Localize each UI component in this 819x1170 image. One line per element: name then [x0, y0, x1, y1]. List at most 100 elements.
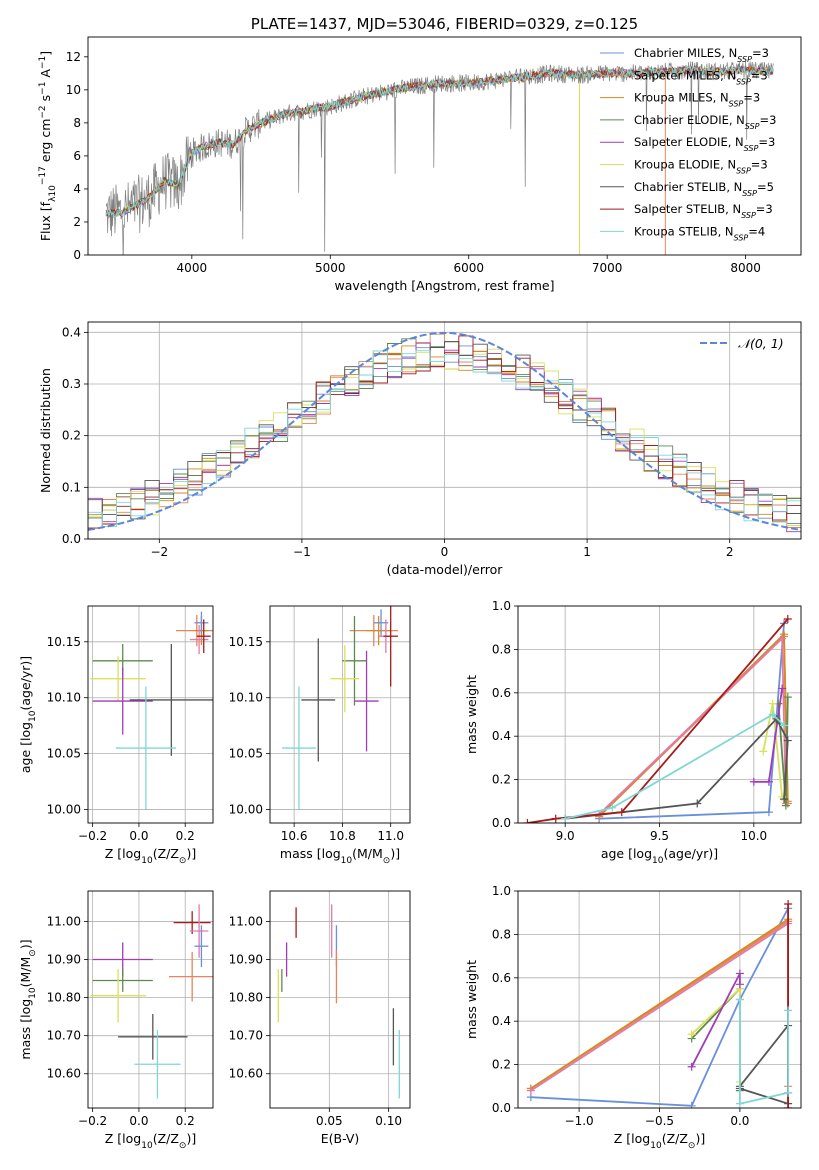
- error-bar-point: [342, 616, 367, 706]
- legend-label-sub: SSP: [736, 77, 751, 86]
- error-bar-point: [115, 686, 176, 810]
- model-spectrum: [105, 65, 774, 218]
- legend-label-main: Salpeter STELIB, N: [634, 202, 741, 216]
- error-bar-point: [129, 644, 213, 756]
- y-tick-label: 0.6: [492, 686, 511, 700]
- y-tick-label: 0.3: [62, 377, 81, 391]
- label-part: −2: [38, 105, 48, 118]
- x-tick-label: 0.0: [730, 1114, 749, 1128]
- label-part: 10: [650, 1141, 662, 1151]
- label-part: mass [log: [280, 846, 341, 861]
- label-part: (Z/Z: [662, 1131, 688, 1146]
- legend-label: Chabrier ELODIE, NSSP=3: [634, 113, 776, 130]
- legend-label: Chabrier STELIB, NSSP=5: [634, 180, 774, 198]
- legend-label-tail: =3: [743, 91, 760, 105]
- weight-marker: [783, 615, 792, 624]
- x-tick-label: 4000: [177, 261, 208, 275]
- y-tick-label: 0.2: [492, 773, 511, 787]
- legend-label-sub: SSP: [745, 121, 760, 130]
- x-tick-label: −0.2: [78, 1114, 107, 1128]
- y-tick-label: 10.60: [229, 1067, 263, 1081]
- x-tick-label: 0.10: [375, 1114, 402, 1128]
- x-tick-label: 10.0: [740, 829, 767, 843]
- weight-series: [561, 710, 789, 823]
- weight-marker: [749, 777, 758, 786]
- weight-marker: [608, 803, 617, 812]
- weight-marker: [780, 795, 789, 804]
- weight-marker: [784, 900, 793, 909]
- legend-label-main: Chabrier STELIB, N: [634, 180, 742, 194]
- plot-area: [277, 904, 400, 1099]
- x-axis-label: (data-model)/error: [387, 562, 504, 577]
- error-bar-point: [173, 911, 211, 935]
- weight-series: [561, 714, 792, 823]
- y-tick-label: 1.0: [492, 884, 511, 898]
- x-tick-label: 6000: [453, 261, 484, 275]
- label-part: (Z/Z: [153, 1131, 179, 1146]
- legend-label-tail: =3: [751, 158, 768, 172]
- residual-histogram: [88, 341, 801, 520]
- weight-marker: [551, 814, 560, 823]
- weight-line: [530, 922, 789, 1092]
- y-tick-label: 0.4: [62, 325, 81, 339]
- weight-marker: [783, 736, 792, 745]
- weight-marker: [759, 747, 768, 756]
- x-axis-label: age [log10(age/yr)]: [601, 846, 718, 866]
- y-tick-label: 0.8: [492, 927, 511, 941]
- weight-marker: [687, 1062, 696, 1071]
- weight-marker: [783, 693, 792, 702]
- y-tick-label: 0.4: [492, 1014, 511, 1028]
- x-tick-label: 8000: [730, 261, 761, 275]
- legend-label-tail: =3: [752, 46, 769, 60]
- legend-label-tail: =5: [757, 180, 774, 194]
- legend-label-sub: SSP: [729, 99, 744, 108]
- label-part: (Z/Z: [153, 846, 179, 861]
- legend-label-tail: =3: [756, 202, 773, 216]
- weight-marker: [778, 684, 787, 693]
- y-tick-label: 10.10: [47, 691, 81, 705]
- weight-marker: [784, 1088, 793, 1097]
- y-tick-label: 10.60: [47, 1067, 81, 1081]
- x-tick-label: 9.5: [650, 829, 669, 843]
- label-part: )]: [186, 1131, 196, 1146]
- axes-frame: [517, 890, 802, 1109]
- legend-label-main: Salpeter ELODIE, N: [634, 135, 744, 149]
- label-part: 10: [652, 856, 664, 866]
- y-axis-label: mass [log10(M/M⊙)]: [18, 939, 38, 1059]
- gaussian-curve: [88, 331, 801, 531]
- y-tick-label: 0.1: [62, 480, 81, 494]
- label-part: mass [log: [18, 999, 33, 1060]
- weight-marker: [764, 808, 773, 817]
- error-bar-point: [189, 625, 209, 655]
- label-part: 10: [341, 856, 353, 866]
- x-tick-label: 5000: [315, 261, 346, 275]
- error-bar-point: [92, 667, 153, 735]
- weight-marker: [784, 1006, 793, 1015]
- x-axis-label: Z [log10(Z/Z⊙)]: [105, 846, 196, 866]
- label-part: λ: [48, 196, 58, 202]
- weight-marker: [764, 777, 773, 786]
- legend-label-tail: =3: [751, 68, 768, 82]
- plot-area: [90, 611, 213, 810]
- weight-marker: [780, 721, 789, 730]
- weight-marker: [617, 808, 626, 817]
- x-tick-label: 0.0: [129, 829, 148, 843]
- error-bar-point: [194, 611, 209, 634]
- label-part: ]: [38, 51, 53, 56]
- x-tick-label: 10.8: [329, 829, 356, 843]
- axes-spectrum: 4000 5000 6000 7000 8000 0 2 4 6 8 10 12 wavelength …: [38, 15, 802, 293]
- error-bar-point: [169, 951, 213, 1002]
- x-tick-label: −2: [150, 545, 168, 559]
- residual-histogram: [88, 350, 801, 528]
- x-axis-label: Z [log10(Z/Z⊙)]: [614, 1131, 705, 1151]
- y-tick-label: 0.2: [492, 1058, 511, 1072]
- legend-label-sub: SSP: [744, 144, 759, 153]
- x-tick-label: −0.2: [78, 829, 107, 843]
- y-axis-label: mass weight: [464, 675, 479, 754]
- x-tick-label: 11.0: [377, 829, 404, 843]
- weight-series: [687, 984, 744, 1095]
- axes-mass_vs_EBV: 0.05 0.10 10.60 10.70 10.80 10.90 11.00 E(B-V): [229, 890, 411, 1146]
- error-bar-point: [189, 904, 209, 958]
- y-tick-label: 10.80: [229, 991, 263, 1005]
- legend-label-sub: SSP: [737, 55, 752, 64]
